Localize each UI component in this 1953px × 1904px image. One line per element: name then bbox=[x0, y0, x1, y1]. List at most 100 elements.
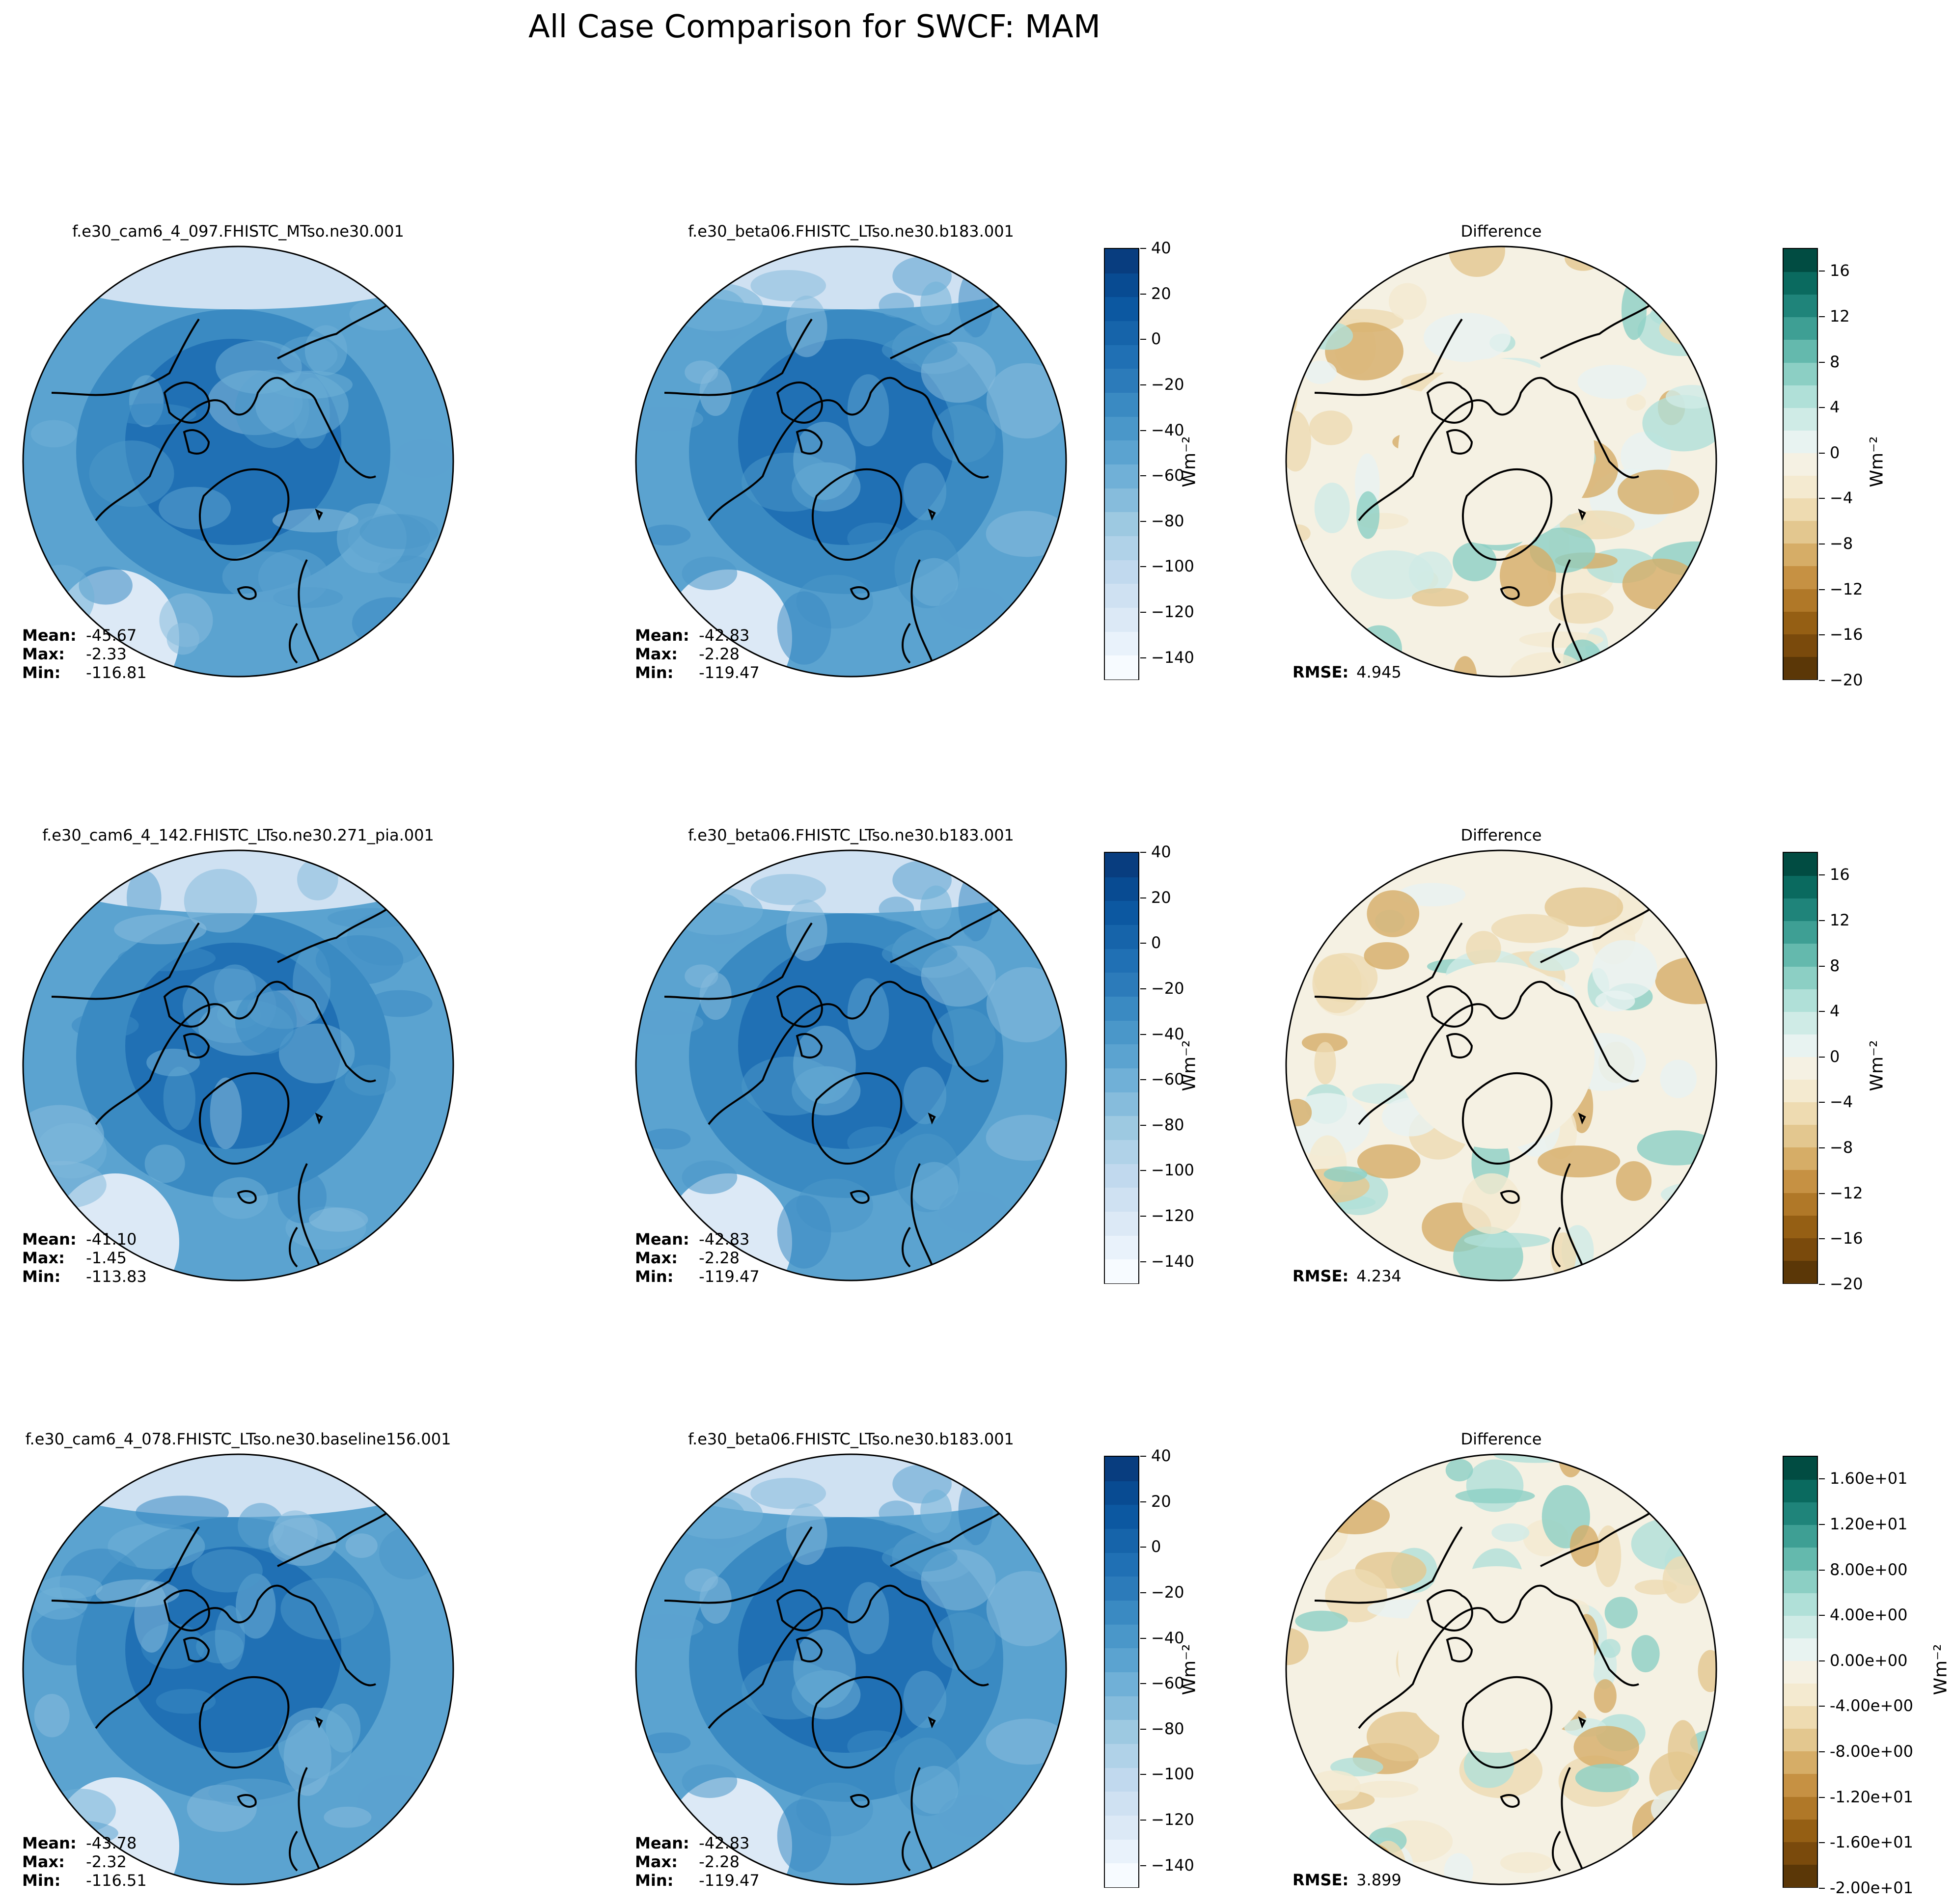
min-label: Min: bbox=[635, 1267, 674, 1286]
abs-colorbar bbox=[1104, 248, 1139, 680]
colorbar-segment bbox=[1105, 1719, 1138, 1744]
colorbar-segment bbox=[1784, 1237, 1817, 1261]
colorbar-segment bbox=[1784, 875, 1817, 899]
colorbar-tick-label: −20 bbox=[1140, 375, 1184, 394]
colorbar-segment bbox=[1784, 498, 1817, 521]
test-stats: Mean: -41.10 Max: -1.45 Min: -113.83 bbox=[22, 1230, 147, 1286]
colorbar-tick-label: −20 bbox=[1819, 1275, 1863, 1293]
colorbar-segment bbox=[1105, 559, 1138, 584]
colorbar-segment bbox=[1784, 384, 1817, 408]
colorbar-tick-label: -1.60e+01 bbox=[1818, 1833, 1914, 1852]
colorbar-segment bbox=[1784, 1124, 1817, 1148]
colorbar-segment bbox=[1784, 1615, 1817, 1638]
colorbar-segment bbox=[1105, 948, 1138, 973]
colorbar-segment bbox=[1784, 1056, 1817, 1080]
colorbar-segment bbox=[1105, 1091, 1138, 1116]
colorbar-segment bbox=[1105, 655, 1138, 680]
colorbar-segment bbox=[1105, 1259, 1138, 1283]
colorbar-segment bbox=[1105, 1648, 1138, 1672]
diff-colorbar-units: Wm⁻² bbox=[1867, 1040, 1887, 1091]
colorbar-segment bbox=[1784, 1819, 1817, 1842]
colorbar-tick-label: −4 bbox=[1818, 489, 1853, 508]
colorbar-segment bbox=[1784, 853, 1817, 876]
colorbar-segment bbox=[1105, 1068, 1138, 1092]
rmse-stats: RMSE: 3.899 bbox=[1293, 1871, 1402, 1889]
difference-map bbox=[1285, 245, 1717, 678]
colorbar-segment bbox=[1784, 943, 1817, 967]
colorbar-tick-label: 12 bbox=[1819, 306, 1850, 326]
min-value: -113.83 bbox=[86, 1267, 147, 1286]
colorbar-tick-label: −60 bbox=[1140, 1674, 1184, 1693]
colorbar-segment bbox=[1105, 368, 1138, 393]
colorbar-segment bbox=[1784, 1637, 1817, 1661]
colorbar-segment bbox=[1105, 631, 1138, 656]
colorbar-tick-label: 20 bbox=[1140, 284, 1171, 303]
max-label: Max: bbox=[22, 1852, 65, 1871]
colorbar-segment bbox=[1784, 966, 1817, 989]
colorbar-segment bbox=[1784, 1683, 1817, 1707]
colorbar-tick-label: −120 bbox=[1140, 1206, 1194, 1225]
min-value: -116.51 bbox=[86, 1871, 147, 1890]
colorbar-segment bbox=[1784, 475, 1817, 499]
colorbar-segment bbox=[1105, 512, 1138, 536]
mean-value: -42.83 bbox=[699, 626, 750, 645]
diff-colorbar-units: Wm⁻² bbox=[1867, 436, 1887, 488]
colorbar-tick-label: −80 bbox=[1140, 511, 1184, 530]
colorbar-segment bbox=[1105, 416, 1138, 441]
diff-colorbar bbox=[1783, 1456, 1818, 1888]
colorbar-tick-label: −120 bbox=[1140, 602, 1194, 622]
colorbar-segment bbox=[1105, 440, 1138, 464]
colorbar-tick-label: 8 bbox=[1818, 956, 1840, 975]
colorbar-tick-label: 16 bbox=[1819, 261, 1850, 280]
colorbar-segment bbox=[1784, 1457, 1817, 1480]
colorbar-segment bbox=[1784, 921, 1817, 944]
colorbar-segment bbox=[1784, 611, 1817, 634]
colorbar-tick-label: 4.00e+00 bbox=[1818, 1605, 1908, 1625]
difference-title: Difference bbox=[1460, 222, 1542, 241]
colorbar-segment bbox=[1105, 1767, 1138, 1792]
colorbar-segment bbox=[1105, 272, 1138, 298]
rmse-value: 4.945 bbox=[1356, 663, 1402, 681]
max-label: Max: bbox=[635, 645, 678, 663]
colorbar-segment bbox=[1105, 1552, 1138, 1577]
reference-map bbox=[635, 245, 1067, 678]
colorbar-tick-label: −80 bbox=[1140, 1115, 1184, 1134]
min-label: Min: bbox=[22, 663, 61, 682]
colorbar-segment bbox=[1105, 1624, 1138, 1649]
colorbar-tick-label: −12 bbox=[1819, 579, 1863, 598]
colorbar-segment bbox=[1105, 972, 1138, 997]
rmse-value: 4.234 bbox=[1356, 1267, 1402, 1285]
colorbar-segment bbox=[1105, 925, 1138, 949]
colorbar-tick-label: -4.00e+00 bbox=[1818, 1696, 1914, 1715]
colorbar-tick-label: −80 bbox=[1140, 1719, 1184, 1738]
colorbar-segment bbox=[1784, 1502, 1817, 1525]
test-stats: Mean: -45.67 Max: -2.33 Min: -116.81 bbox=[22, 626, 147, 682]
colorbar-tick-label: 40 bbox=[1140, 843, 1171, 861]
colorbar-tick-label: 16 bbox=[1819, 865, 1850, 884]
colorbar-segment bbox=[1105, 1187, 1138, 1212]
colorbar-tick-label: 40 bbox=[1140, 239, 1171, 257]
colorbar-segment bbox=[1784, 339, 1817, 363]
colorbar-segment bbox=[1784, 430, 1817, 453]
colorbar-segment bbox=[1105, 464, 1138, 489]
colorbar-tick-label: −12 bbox=[1819, 1183, 1863, 1202]
colorbar-segment bbox=[1105, 1743, 1138, 1768]
colorbar-segment bbox=[1784, 1841, 1817, 1865]
colorbar-segment bbox=[1105, 1815, 1138, 1840]
colorbar-segment bbox=[1784, 1479, 1817, 1503]
rmse-stats: RMSE: 4.945 bbox=[1293, 663, 1402, 681]
colorbar-segment bbox=[1784, 1260, 1817, 1283]
colorbar-segment bbox=[1784, 407, 1817, 431]
colorbar-tick-label: 0 bbox=[1140, 329, 1161, 349]
colorbar-segment bbox=[1784, 1728, 1817, 1752]
mean-label: Mean: bbox=[22, 1834, 77, 1852]
colorbar-tick-label: 4 bbox=[1818, 1002, 1840, 1021]
colorbar-segment bbox=[1784, 1147, 1817, 1170]
colorbar-segment bbox=[1105, 249, 1138, 273]
colorbar-segment bbox=[1784, 633, 1817, 657]
colorbar-tick-label: -8.00e+00 bbox=[1818, 1742, 1914, 1761]
min-label: Min: bbox=[22, 1871, 61, 1890]
max-label: Max: bbox=[22, 1249, 65, 1267]
colorbar-segment bbox=[1784, 1102, 1817, 1125]
colorbar-tick-label: -1.20e+01 bbox=[1818, 1787, 1914, 1806]
